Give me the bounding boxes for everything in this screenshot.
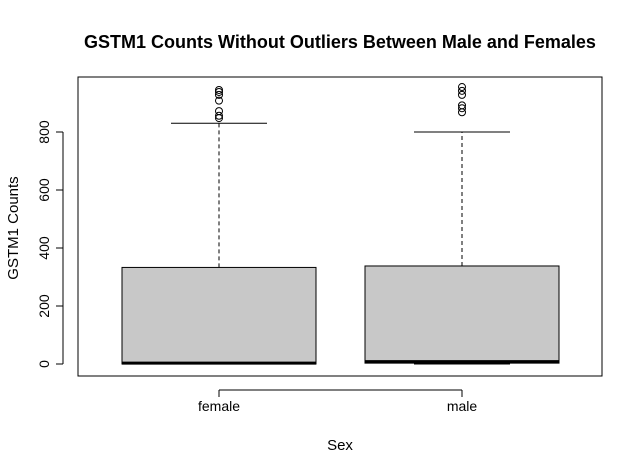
y-tick-label: 400 xyxy=(36,236,52,260)
y-axis-label: GSTM1 Counts xyxy=(5,176,22,279)
box-male xyxy=(364,83,560,365)
y-tick-label: 200 xyxy=(36,294,52,318)
x-tick-label: female xyxy=(198,398,240,414)
y-tick-label: 0 xyxy=(36,360,52,368)
outlier-point xyxy=(458,101,466,110)
x-axis-label: Sex xyxy=(327,437,353,454)
outlier-point xyxy=(215,87,223,96)
box-body xyxy=(121,266,317,365)
x-tick-label: male xyxy=(447,398,478,414)
outlier-point xyxy=(458,104,466,113)
outlier-point xyxy=(215,107,223,116)
outlier-point xyxy=(458,90,466,99)
box-female xyxy=(121,85,317,365)
outlier-point xyxy=(215,90,223,99)
outlier-point xyxy=(215,111,223,120)
outlier-point xyxy=(215,85,223,94)
plot-area: 0 200 400 600 800 female male xyxy=(36,76,603,414)
y-tick-label: 600 xyxy=(36,178,52,202)
outlier-point xyxy=(458,83,466,92)
outlier-point xyxy=(215,96,223,105)
chart-title: GSTM1 Counts Without Outliers Between Ma… xyxy=(84,32,596,52)
outlier-point xyxy=(458,108,466,117)
box-body xyxy=(364,265,560,364)
y-tick-label: 800 xyxy=(36,120,52,144)
outlier-point xyxy=(458,86,466,95)
plot-frame xyxy=(77,76,603,377)
